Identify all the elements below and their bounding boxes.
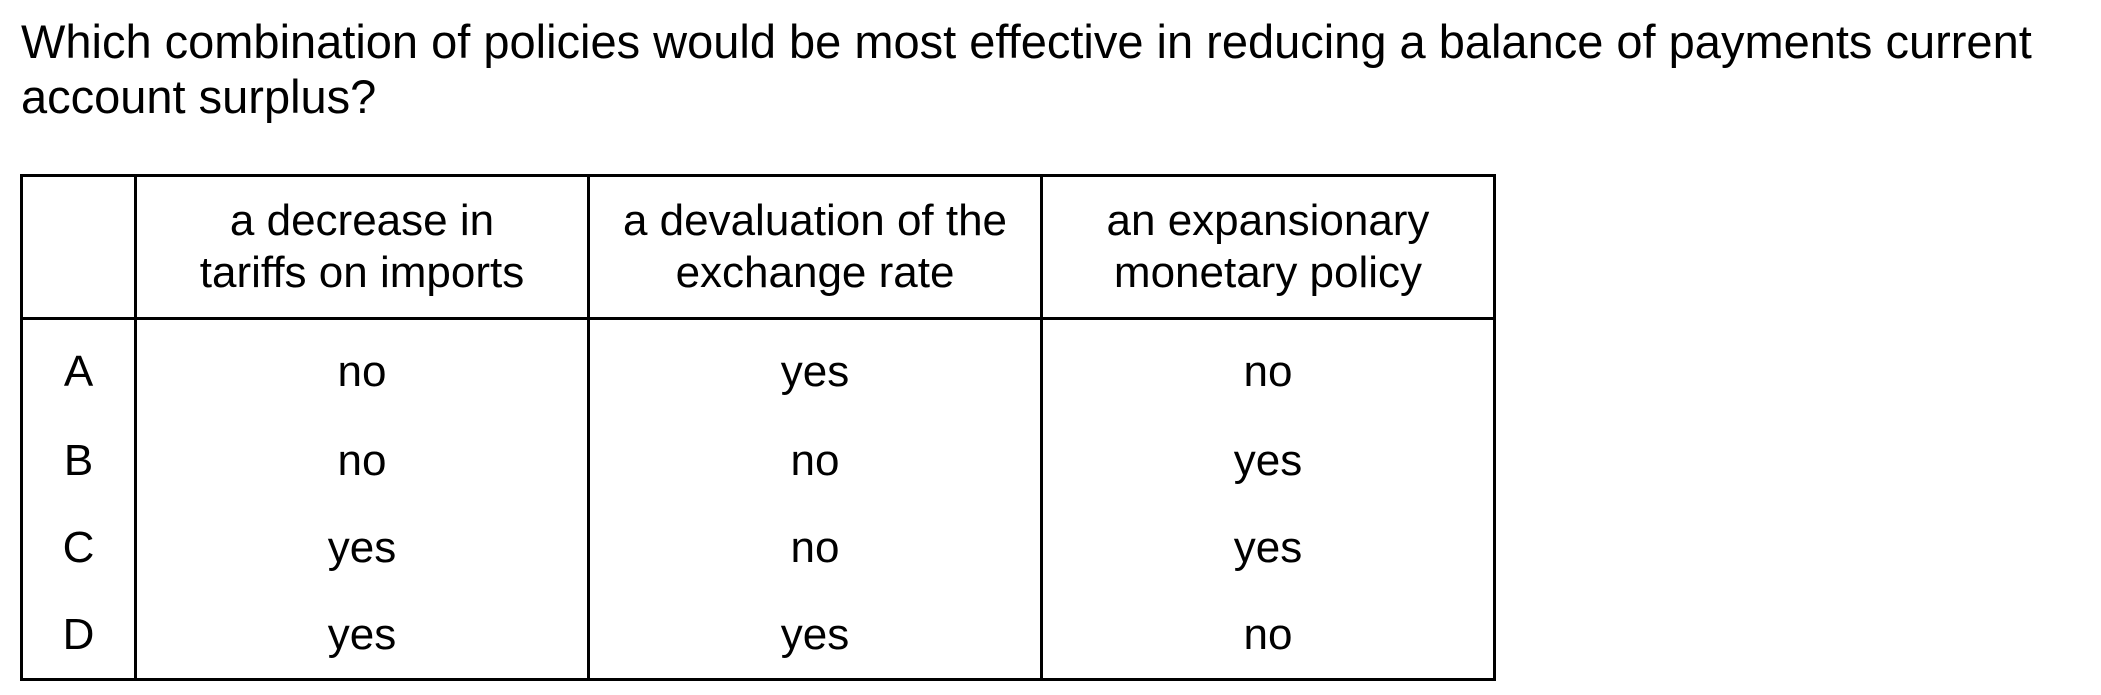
table-header-row: a decrease in tariffs on imports a deval… <box>20 174 1496 320</box>
header-monetary: an expansionary monetary policy <box>1040 174 1496 320</box>
option-key-d: D <box>20 591 137 681</box>
cell-monetary: no <box>1040 591 1496 681</box>
header-tariffs: a decrease in tariffs on imports <box>134 174 590 320</box>
table-row: B no no yes <box>20 417 1496 504</box>
table-row: D yes yes no <box>20 591 1496 681</box>
cell-devaluation: no <box>587 504 1043 591</box>
cell-devaluation: yes <box>587 591 1043 681</box>
cell-monetary: yes <box>1040 417 1496 504</box>
header-blank-cell <box>20 174 137 320</box>
cell-devaluation: no <box>587 417 1043 504</box>
table-row: C yes no yes <box>20 504 1496 591</box>
option-key-c: C <box>20 504 137 591</box>
option-key-b: B <box>20 417 137 504</box>
option-key-a: A <box>20 318 137 417</box>
cell-tariffs: no <box>134 417 590 504</box>
header-tariffs-line2: tariffs on imports <box>199 248 525 297</box>
cell-tariffs: yes <box>134 591 590 681</box>
header-tariffs-line1: a decrease in <box>229 196 495 245</box>
header-devaluation-line2: exchange rate <box>675 248 955 297</box>
table-row: A no yes no <box>20 318 1496 417</box>
cell-monetary: no <box>1040 318 1496 417</box>
cell-monetary: yes <box>1040 504 1496 591</box>
header-devaluation: a devaluation of the exchange rate <box>587 174 1043 320</box>
cell-tariffs: no <box>134 318 590 417</box>
cell-tariffs: yes <box>134 504 590 591</box>
header-monetary-line1: an expansionary <box>1106 196 1430 245</box>
header-devaluation-line1: a devaluation of the <box>622 196 1008 245</box>
cell-devaluation: yes <box>587 318 1043 417</box>
question-text: Which combination of policies would be m… <box>21 15 2032 123</box>
options-table: a decrease in tariffs on imports a deval… <box>20 174 1496 681</box>
header-monetary-line2: monetary policy <box>1113 248 1423 297</box>
